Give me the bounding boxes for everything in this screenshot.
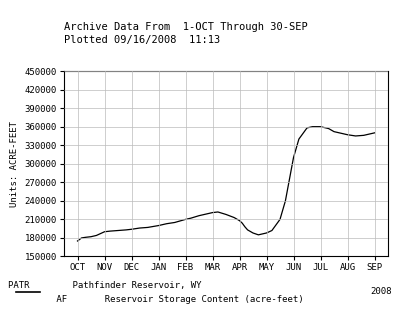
Text: Archive Data From  1-OCT Through 30-SEP: Archive Data From 1-OCT Through 30-SEP xyxy=(64,23,308,32)
Text: 2008: 2008 xyxy=(370,287,392,296)
Text: AF       Reservoir Storage Content (acre-feet): AF Reservoir Storage Content (acre-feet) xyxy=(8,295,304,304)
Y-axis label: Units: ACRE-FEET: Units: ACRE-FEET xyxy=(10,121,19,207)
Text: PATR        Pathfinder Reservoir, WY: PATR Pathfinder Reservoir, WY xyxy=(8,281,202,290)
Text: Plotted 09/16/2008  11:13: Plotted 09/16/2008 11:13 xyxy=(64,35,220,45)
